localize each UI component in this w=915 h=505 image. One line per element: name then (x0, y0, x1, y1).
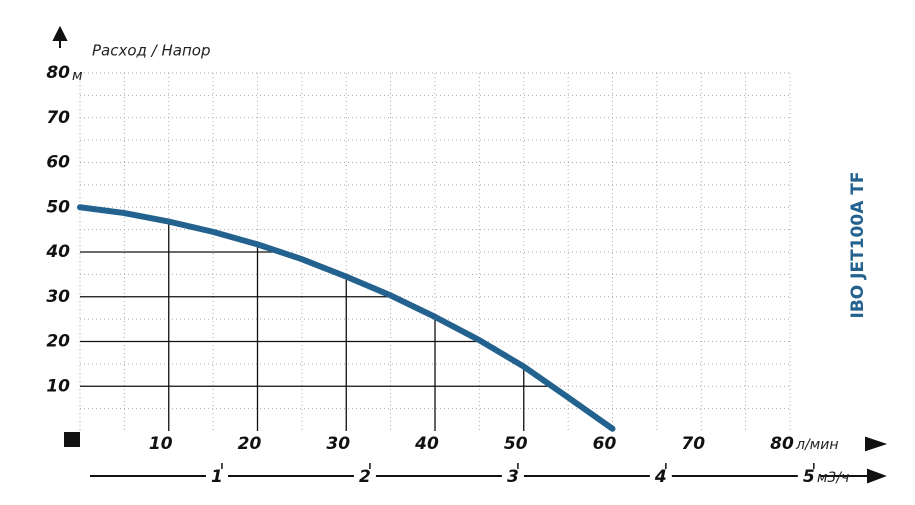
x2-gap (649, 468, 672, 484)
y-tick-label: 70 (46, 108, 70, 128)
x2-gap (353, 468, 376, 484)
x2-tick-label: 5 (803, 467, 815, 487)
y-tick-label: 20 (46, 332, 70, 352)
x2-tick-label: 2 (359, 467, 371, 487)
x-tick-label: 60 (593, 434, 617, 454)
x2-tick-label: 1 (211, 467, 223, 487)
y-tick-label: 50 (46, 197, 70, 217)
side-title: IBO JET100A TF (848, 172, 868, 319)
x2-unit: м3/ч (817, 470, 849, 486)
y-tick-label: 60 (46, 153, 70, 173)
y-tick-label: 30 (46, 287, 70, 307)
y-tick-label: 80 (46, 63, 70, 83)
x-tick-label: 70 (681, 434, 705, 454)
x-arrow (865, 436, 888, 452)
y-unit: м (72, 68, 83, 84)
x-tick-label: 40 (414, 434, 439, 454)
origin-marker (64, 432, 80, 447)
x-tick-label: 20 (238, 434, 262, 454)
curve (77, 204, 616, 432)
x-tick-label: 80 (770, 434, 794, 454)
x2-gap (797, 468, 820, 484)
chart-title: Расход / Напор (92, 42, 210, 60)
x-tick-label: 10 (149, 434, 173, 454)
y-arrow (52, 25, 68, 48)
x2-gap (501, 468, 524, 484)
x2-gap (205, 468, 228, 484)
x2-arrow (866, 468, 887, 484)
x2-tick-label: 4 (654, 467, 667, 487)
x-unit: л/мин (795, 437, 838, 453)
y-tick-label: 40 (45, 242, 70, 262)
x-tick-label: 30 (326, 434, 350, 454)
x2-tick-label: 3 (507, 467, 519, 487)
y-tick-label: 10 (46, 376, 70, 396)
grid-solid (80, 207, 613, 431)
x-tick-label: 50 (504, 434, 528, 454)
